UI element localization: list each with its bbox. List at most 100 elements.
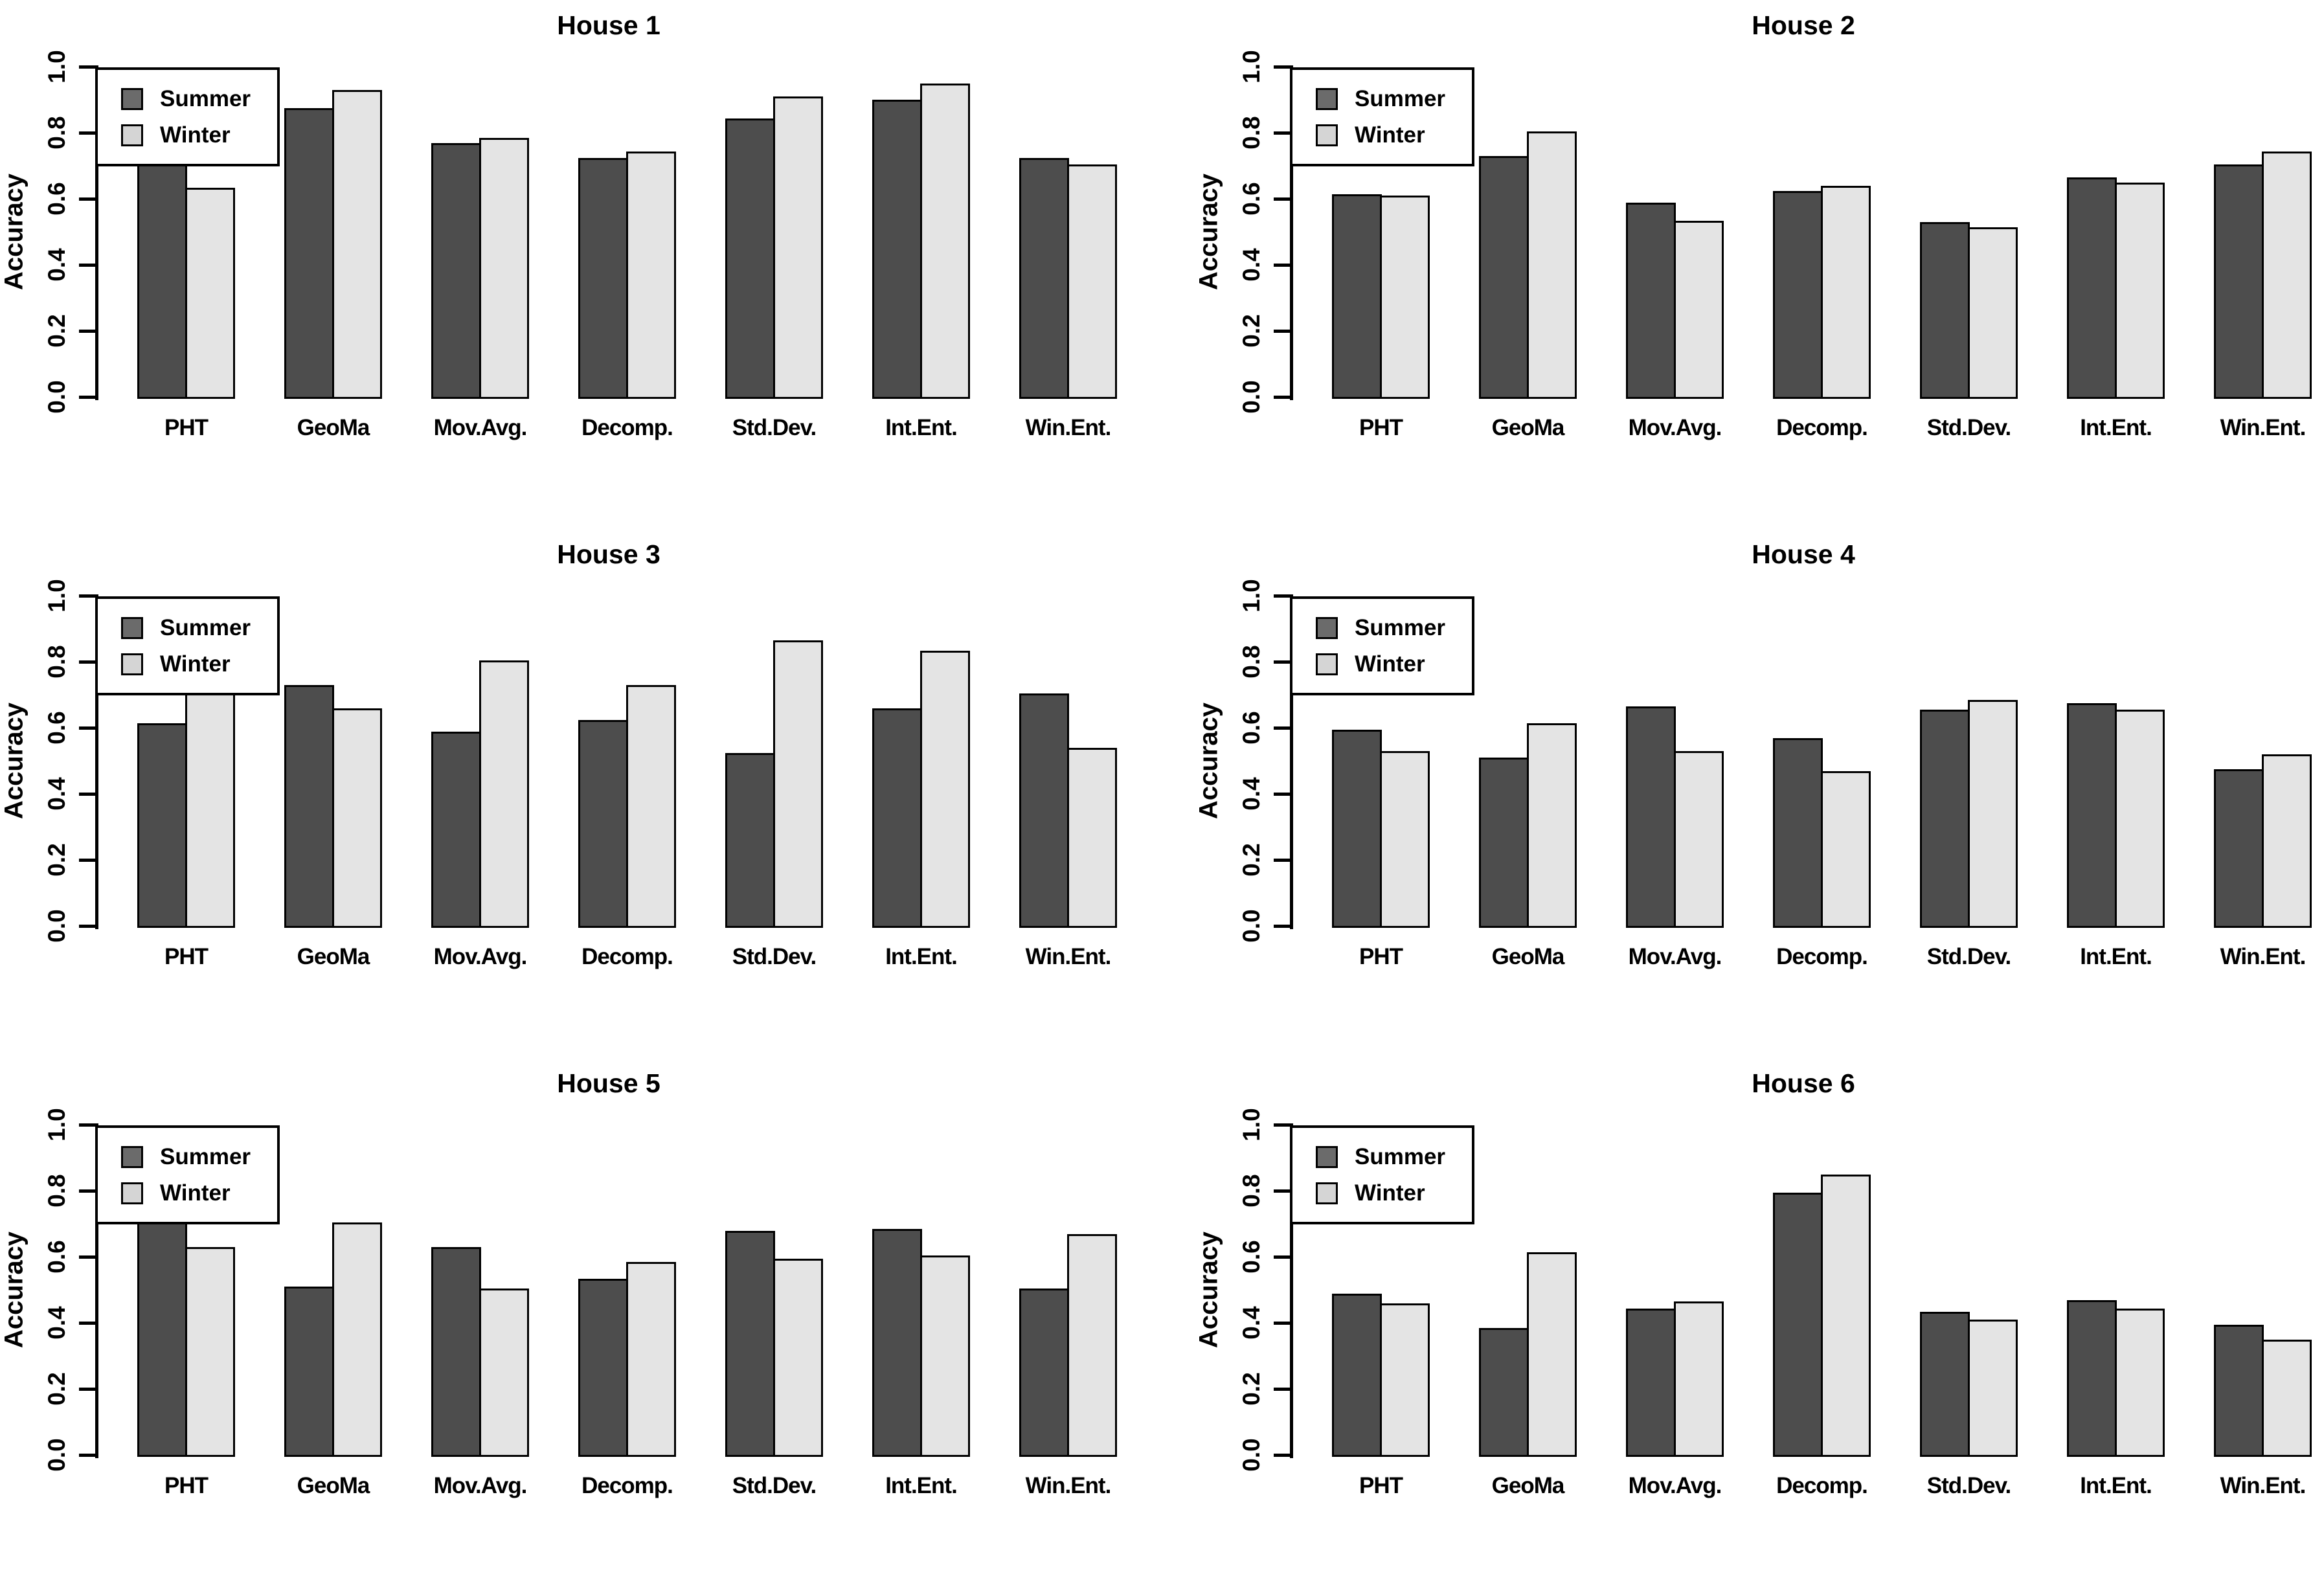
x-category-label: Decomp. (581, 944, 673, 969)
x-category-label: Mov.Avg. (433, 944, 528, 969)
chart-panel-6: House 6 0.0 0.2 0.4 0.6 0.8 1.0 Accuracy Summer W… (1162, 1058, 2323, 1587)
legend-summer-swatch (121, 616, 143, 639)
x-category-label: Win.Ent. (2220, 1473, 2307, 1498)
bar-winter (773, 640, 823, 928)
y-tick-mark (1274, 1387, 1290, 1391)
x-category-label: PHT (164, 944, 209, 969)
legend-label: Summer (160, 614, 251, 640)
chart-title: House 1 (557, 10, 660, 40)
y-tick-label: 0.6 (1238, 711, 1265, 745)
bar-winter (2262, 1340, 2312, 1457)
x-category-label: GeoMa (297, 1473, 370, 1498)
x-category-label: Decomp. (1776, 944, 1868, 969)
bar-winter (1067, 164, 1117, 399)
bar-winter (920, 650, 970, 928)
bar-group (1332, 1293, 1430, 1457)
x-category-label: Int.Ent. (885, 415, 958, 440)
y-tick-label: 0.8 (43, 116, 70, 150)
legend-winter-swatch (1316, 124, 1338, 146)
x-category-label: Win.Ent. (2220, 415, 2307, 440)
y-tick-label: 0.8 (1238, 1174, 1265, 1208)
bar-summer (1626, 706, 1676, 928)
bar-summer (1332, 730, 1382, 928)
y-tick-mark (79, 594, 95, 598)
chart-title: House 6 (1752, 1068, 1855, 1098)
bar-summer (1019, 1288, 1069, 1457)
bar-summer (284, 108, 334, 399)
y-tick-label: 1.0 (1238, 579, 1265, 613)
bar-summer (1626, 202, 1676, 399)
bar-winter (773, 1259, 823, 1457)
bar-group (2214, 1325, 2312, 1457)
legend-summer-swatch (1316, 616, 1338, 639)
legend-box: Summer Winter (95, 596, 280, 695)
bar-summer (578, 719, 628, 928)
chart-panel-4: House 4 0.0 0.2 0.4 0.6 0.8 1.0 Accuracy Summer W… (1162, 529, 2323, 1058)
y-tick-mark (1274, 1123, 1290, 1127)
bar-winter (1968, 700, 2018, 928)
bar-summer (137, 164, 187, 399)
legend-row: Winter (121, 1180, 277, 1206)
y-tick-label: 1.0 (1238, 1108, 1265, 1142)
bar-group (1626, 1301, 1724, 1457)
legend-label: Winter (1355, 1180, 1425, 1206)
x-category-label: GeoMa (297, 944, 370, 969)
bar-summer (1626, 1308, 1676, 1457)
bar-summer (2214, 164, 2264, 399)
bar-summer (725, 118, 775, 399)
bar-group (1479, 131, 1577, 399)
y-tick-label: 0.0 (43, 1438, 70, 1472)
bar-summer (2067, 177, 2117, 399)
y-tick-label: 0.8 (43, 1174, 70, 1208)
x-category-label: Mov.Avg. (1628, 1473, 1722, 1498)
bar-group (284, 685, 382, 928)
y-tick-label: 1.0 (43, 579, 70, 613)
y-axis-title: Accuracy (0, 1231, 28, 1349)
legend-row: Winter (1316, 1180, 1472, 1206)
bar-group (431, 660, 529, 928)
bar-summer (1019, 693, 1069, 928)
y-tick-label: 0.4 (1238, 248, 1265, 282)
y-tick-mark (1274, 594, 1290, 598)
y-tick-mark (79, 924, 95, 928)
bar-winter (1067, 1233, 1117, 1457)
x-category-label: Std.Dev. (1926, 415, 2011, 440)
x-category-label: Decomp. (1776, 415, 1868, 440)
bar-groups (98, 596, 1119, 928)
bar-winter (1674, 220, 1724, 399)
bar-group (872, 84, 970, 399)
bar-summer (1019, 157, 1069, 399)
legend-label: Winter (160, 651, 231, 677)
bar-group (1019, 693, 1117, 928)
chart-title: House 4 (1752, 539, 1855, 569)
y-tick-label: 0.8 (1238, 645, 1265, 679)
y-tick-mark (79, 329, 95, 333)
bar-summer (431, 1247, 481, 1457)
plot-area: 0.0 0.2 0.4 0.6 0.8 1.0 Accuracy Summer Winter (0, 50, 1119, 414)
bar-group (1479, 1252, 1577, 1457)
y-axis-line (1290, 594, 1293, 929)
legend-row: Summer (121, 615, 277, 641)
y-tick-label: 0.8 (43, 645, 70, 679)
x-category-label: GeoMa (1491, 1473, 1565, 1498)
legend-row: Summer (121, 86, 277, 112)
y-tick-label: 0.4 (43, 248, 70, 282)
y-tick-mark (1274, 660, 1290, 664)
bar-group (1019, 1233, 1117, 1457)
bar-winter (479, 1288, 529, 1457)
chart-title: House 5 (557, 1068, 660, 1098)
x-category-label: Std.Dev. (1926, 944, 2011, 969)
bar-group (1626, 202, 1724, 399)
legend-winter-swatch (121, 124, 143, 146)
x-axis-labels: PHT GeoMa Mov.Avg. Decomp. Std.Dev. Int.Ent. W… (98, 944, 1119, 970)
bar-group (1920, 700, 2018, 928)
bar-groups (98, 67, 1119, 399)
legend-box: Summer Winter (95, 1125, 280, 1224)
bar-winter (1380, 751, 1430, 928)
y-axis-title: Accuracy (0, 173, 28, 291)
chart-panel-5: House 5 0.0 0.2 0.4 0.6 0.8 1.0 Accuracy Summer W… (0, 1058, 1162, 1587)
y-tick-mark (79, 1321, 95, 1325)
bar-summer (431, 731, 481, 928)
bar-group (137, 693, 235, 928)
bar-summer (2067, 703, 2117, 928)
